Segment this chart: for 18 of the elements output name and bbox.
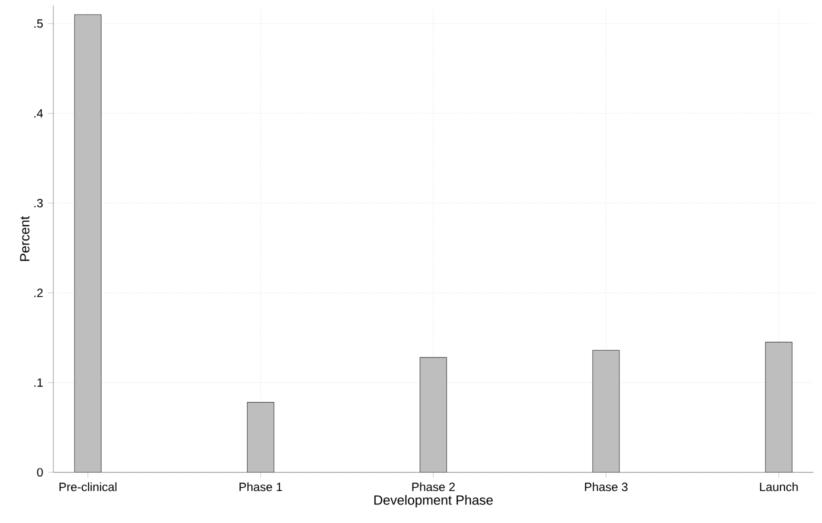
y-tick-label: .1 [34,378,43,387]
bar [74,14,102,472]
bar [592,350,620,472]
x-tick-label: Launch [760,482,798,492]
y-tick-label: .3 [34,198,43,208]
x-tick-label: Phase 2 [412,482,455,492]
bar [247,402,274,472]
y-axis-title: Percent [20,216,30,261]
x-tick-label: Phase 1 [240,482,282,492]
y-tick-label: .4 [34,109,43,118]
y-tick-label: .5 [34,19,43,28]
x-tick-label: Pre-clinical [60,482,116,492]
bar [765,342,792,472]
bar [420,357,447,472]
x-tick-label: Phase 3 [585,482,628,492]
x-axis-title: Development Phase [374,494,493,508]
y-tick-label: .2 [34,288,43,298]
y-tick-label: 0 [37,468,43,477]
